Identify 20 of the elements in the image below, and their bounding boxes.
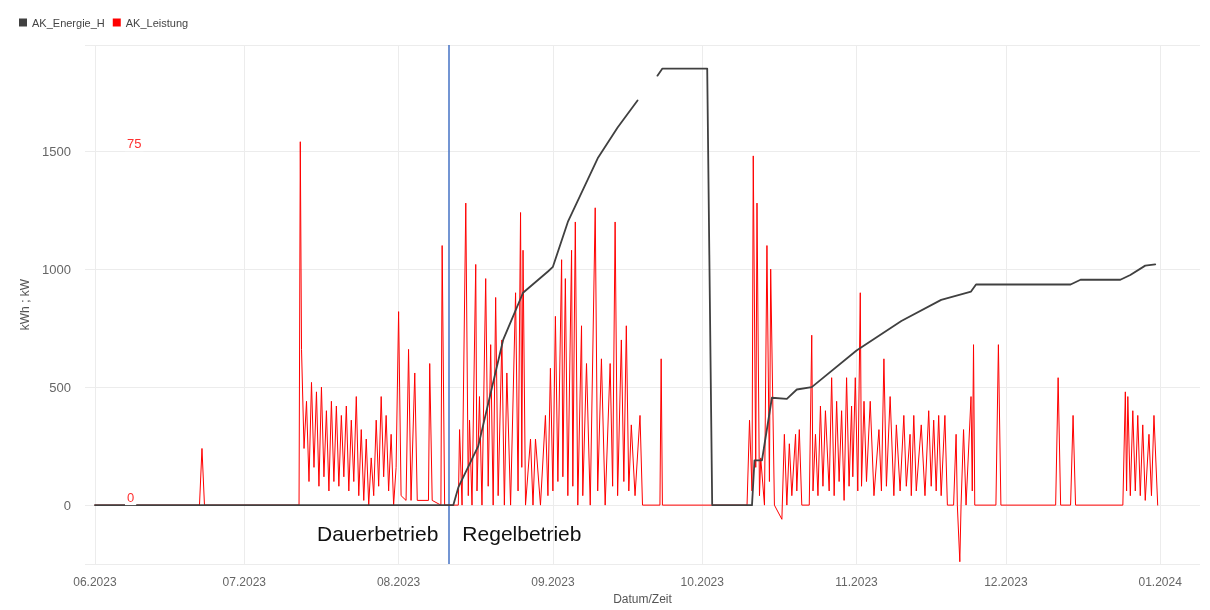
annotation: Dauerbetrieb xyxy=(316,521,439,545)
x-tick-label: 08.2023 xyxy=(376,575,421,590)
x-tick-label: 01.2024 xyxy=(1138,575,1183,590)
x-tick-label: 10.2023 xyxy=(680,575,725,590)
y-tick-label: 500 xyxy=(49,379,71,395)
x-tick-label: 06.2023 xyxy=(73,575,117,590)
y-tick-label: 1000 xyxy=(42,261,71,277)
legend-label: AK_Leistung xyxy=(125,16,189,29)
x-tick-label: 07.2023 xyxy=(222,575,267,590)
x-tick-label: 09.2023 xyxy=(531,575,575,590)
y2-tick-label: 75 xyxy=(127,136,142,152)
x-axis-title: Datum/Zeit xyxy=(613,592,673,606)
y-axis-title: kWh ; kW xyxy=(18,278,33,331)
y2-tick-label: 0 xyxy=(127,490,135,506)
legend-label: AK_Energie_H xyxy=(32,16,105,29)
y-tick-label: 0 xyxy=(63,497,71,513)
annotation: Regelbetrieb xyxy=(462,521,582,545)
y-tick-label: 1500 xyxy=(42,143,71,159)
x-tick-label: 11.2023 xyxy=(835,575,879,590)
x-tick-label: 12.2023 xyxy=(984,575,1028,590)
